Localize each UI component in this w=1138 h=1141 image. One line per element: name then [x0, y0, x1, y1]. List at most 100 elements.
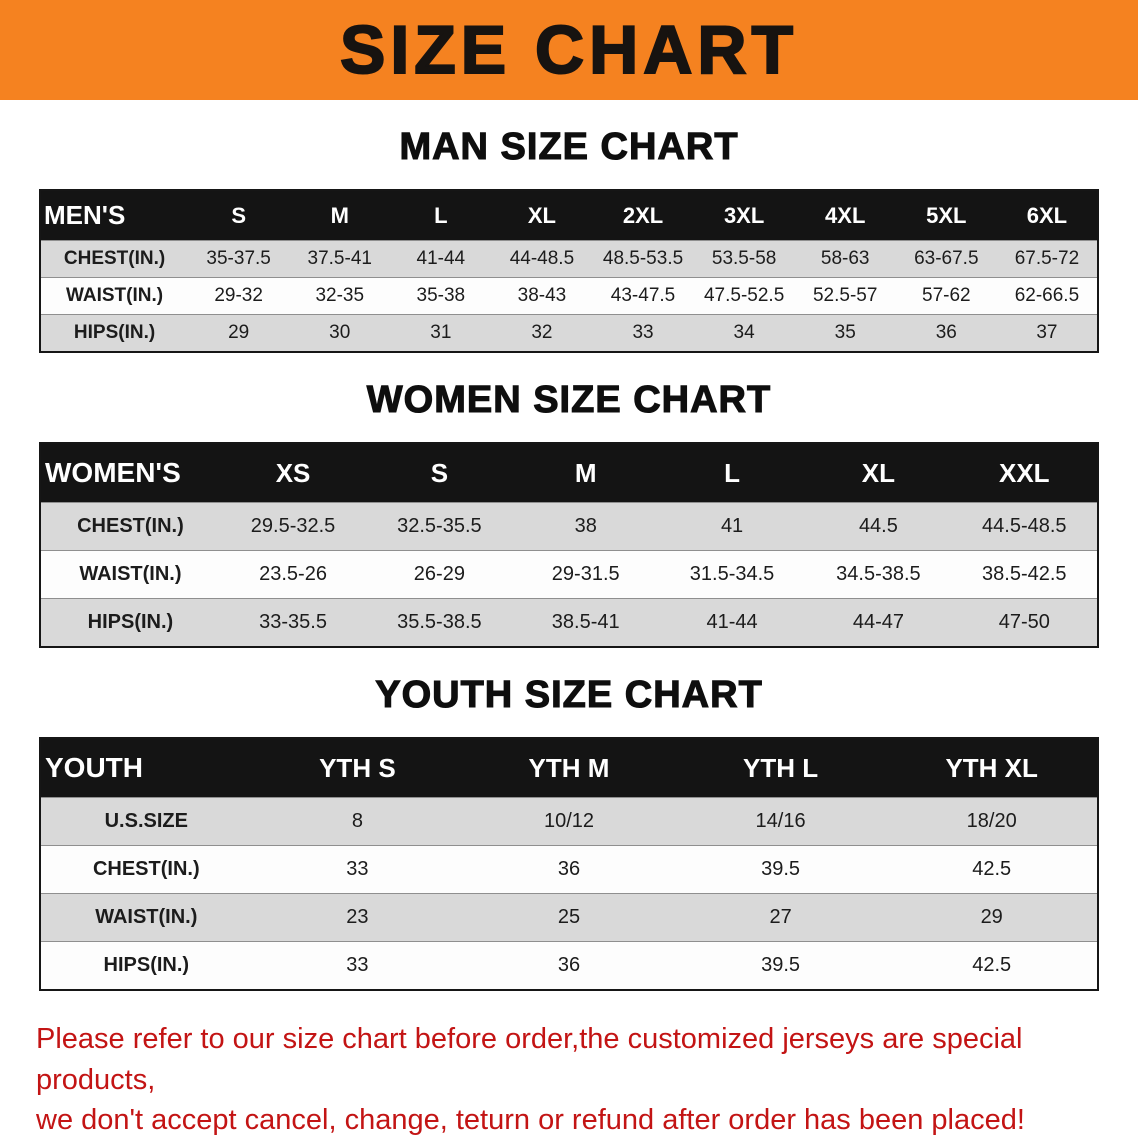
measurement-value: 42.5: [886, 941, 1098, 990]
measurement-value: 33-35.5: [219, 598, 367, 647]
measurement-value: 44-47: [805, 598, 952, 647]
measurement-value: 35: [794, 314, 896, 352]
size-column-header: XXL: [951, 443, 1098, 503]
measurement-value: 27: [674, 893, 887, 942]
measurement-value: 41-44: [658, 598, 806, 647]
size-column-header: S: [366, 443, 513, 503]
measurement-value: 38-43: [491, 277, 593, 315]
measurement-label: WAIST(IN.): [40, 550, 220, 599]
measurement-value: 47-50: [951, 598, 1098, 647]
youth-section-heading: YOUTH SIZE CHART: [375, 673, 763, 716]
measurement-label: WAIST(IN.): [40, 277, 189, 315]
measurement-value: 38.5-42.5: [951, 550, 1098, 599]
measurement-value: 39.5: [674, 845, 887, 894]
women-size-table: WOMEN'S XS S M L XL XXL CHEST(IN.) 29.5-32.5 32.5…: [39, 442, 1099, 648]
table-corner-label: WOMEN'S: [40, 443, 220, 503]
measurement-value: 44.5-48.5: [951, 502, 1098, 551]
measurement-value: 62-66.5: [996, 277, 1098, 315]
measurement-value: 43-47.5: [592, 277, 694, 315]
measurement-label: CHEST(IN.): [40, 502, 220, 551]
table-row: CHEST(IN.) 33 36 39.5 42.5: [40, 845, 1098, 894]
disclaimer-line-1: Please refer to our size chart before or…: [36, 1023, 1023, 1096]
table-row: WAIST(IN.) 23.5-26 26-29 29-31.5 31.5-34.5 34…: [40, 550, 1098, 599]
measurement-value: 10/12: [463, 797, 675, 846]
page-title: SIZE CHART: [339, 11, 798, 89]
measurement-value: 29.5-32.5: [219, 502, 367, 551]
measurement-value: 36: [463, 941, 675, 990]
order-disclaimer: Please refer to our size chart before or…: [36, 1019, 1102, 1141]
measurement-value: 36: [895, 314, 997, 352]
table-header-row: YOUTH YTH S YTH M YTH L YTH XL: [40, 738, 1098, 798]
size-column-header: XL: [805, 443, 952, 503]
man-section-heading: MAN SIZE CHART: [399, 125, 739, 168]
measurement-value: 52.5-57: [794, 277, 896, 315]
measurement-value: 63-67.5: [895, 240, 997, 278]
measurement-value: 35-38: [390, 277, 492, 315]
measurement-value: 36: [463, 845, 675, 894]
table-row: HIPS(IN.) 29 30 31 32 33 34 35 36 37: [40, 314, 1098, 352]
measurement-value: 42.5: [886, 845, 1098, 894]
measurement-value: 14/16: [674, 797, 887, 846]
size-column-header: XS: [219, 443, 367, 503]
youth-size-chart-section: YOUTH SIZE CHART YOUTH YTH S YTH M YTH L YTH…: [0, 673, 1138, 991]
size-column-header: M: [512, 443, 659, 503]
measurement-value: 44-48.5: [491, 240, 593, 278]
table-row: U.S.SIZE 8 10/12 14/16 18/20: [40, 797, 1098, 846]
table-corner-label: YOUTH: [40, 738, 252, 798]
measurement-value: 18/20: [886, 797, 1098, 846]
table-row: WAIST(IN.) 23 25 27 29: [40, 893, 1098, 942]
measurement-value: 8: [251, 797, 464, 846]
measurement-value: 58-63: [794, 240, 896, 278]
measurement-value: 29: [188, 314, 290, 352]
measurement-value: 41-44: [390, 240, 492, 278]
banner: SIZE CHART: [0, 0, 1138, 100]
measurement-value: 44.5: [805, 502, 952, 551]
table-row: HIPS(IN.) 33-35.5 35.5-38.5 38.5-41 41-44 44-…: [40, 598, 1098, 647]
man-size-table: MEN'S S M L XL 2XL 3XL 4XL 5XL 6XL CHEST(IN.) 35-37…: [39, 189, 1099, 353]
measurement-label: HIPS(IN.): [40, 314, 189, 352]
size-column-header: YTH L: [674, 738, 887, 798]
size-column-header: 4XL: [794, 190, 896, 241]
measurement-value: 38: [512, 502, 659, 551]
size-column-header: 5XL: [895, 190, 997, 241]
size-column-header: 3XL: [693, 190, 795, 241]
measurement-value: 32-35: [289, 277, 391, 315]
table-header-row: WOMEN'S XS S M L XL XXL: [40, 443, 1098, 503]
size-column-header: YTH XL: [886, 738, 1098, 798]
measurement-value: 35.5-38.5: [366, 598, 513, 647]
disclaimer-line-2: we don't accept cancel, change, teturn o…: [36, 1104, 1025, 1137]
size-column-header: YTH M: [463, 738, 675, 798]
size-column-header: M: [289, 190, 391, 241]
table-row: CHEST(IN.) 35-37.5 37.5-41 41-44 44-48.5 48.5…: [40, 240, 1098, 278]
measurement-label: HIPS(IN.): [40, 941, 252, 990]
measurement-value: 38.5-41: [512, 598, 659, 647]
table-row: CHEST(IN.) 29.5-32.5 32.5-35.5 38 41 44.5 44.5…: [40, 502, 1098, 551]
measurement-value: 41: [658, 502, 806, 551]
measurement-label: WAIST(IN.): [40, 893, 252, 942]
measurement-value: 23.5-26: [219, 550, 367, 599]
table-row: WAIST(IN.) 29-32 32-35 35-38 38-43 43-47.5 47.…: [40, 277, 1098, 315]
size-column-header: XL: [491, 190, 593, 241]
measurement-value: 32.5-35.5: [366, 502, 513, 551]
measurement-value: 34.5-38.5: [805, 550, 952, 599]
measurement-label: U.S.SIZE: [40, 797, 252, 846]
measurement-value: 47.5-52.5: [693, 277, 795, 315]
measurement-value: 25: [463, 893, 675, 942]
table-row: HIPS(IN.) 33 36 39.5 42.5: [40, 941, 1098, 990]
size-column-header: L: [658, 443, 806, 503]
measurement-value: 29-32: [188, 277, 290, 315]
measurement-value: 34: [693, 314, 795, 352]
measurement-value: 33: [251, 845, 464, 894]
size-column-header: YTH S: [251, 738, 464, 798]
table-corner-label: MEN'S: [40, 190, 189, 241]
measurement-value: 39.5: [674, 941, 887, 990]
youth-size-table: YOUTH YTH S YTH M YTH L YTH XL U.S.SIZE 8 10/12…: [39, 737, 1099, 991]
measurement-value: 31.5-34.5: [658, 550, 806, 599]
measurement-value: 31: [390, 314, 492, 352]
women-section-heading: WOMEN SIZE CHART: [366, 378, 772, 421]
measurement-value: 29: [886, 893, 1098, 942]
measurement-value: 57-62: [895, 277, 997, 315]
measurement-value: 23: [251, 893, 464, 942]
measurement-label: CHEST(IN.): [40, 240, 189, 278]
